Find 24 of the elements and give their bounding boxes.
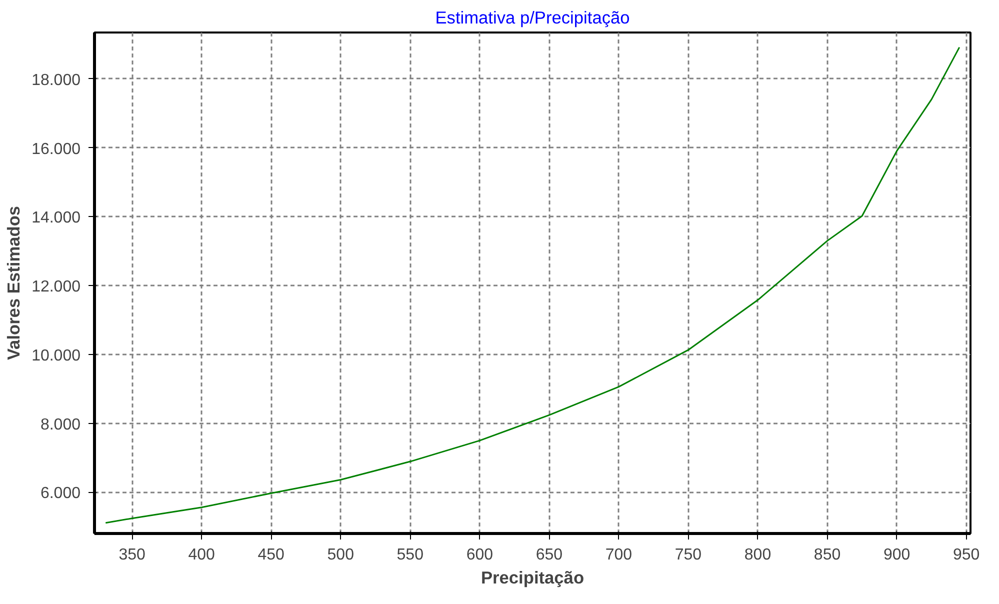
chart-title: Estimativa p/Precipitação [435, 8, 630, 28]
x-tick-label: 650 [536, 546, 563, 564]
x-tick-label: 500 [327, 546, 354, 564]
y-tick-label: 10.000 [32, 347, 81, 364]
x-axis-title: Precipitação [480, 568, 584, 588]
x-tick-label: 550 [396, 546, 424, 564]
x-tick-label: 600 [466, 546, 494, 564]
y-tick-label: 8.000 [40, 416, 81, 434]
x-tick-label: 450 [258, 546, 285, 564]
line-series [104, 46, 960, 524]
y-tick-label: 18.000 [32, 72, 81, 89]
x-tick-label: 400 [188, 546, 216, 564]
x-tick-label: 350 [118, 546, 146, 564]
x-tick-label: 900 [883, 546, 910, 564]
y-tick-label: 6.000 [40, 485, 81, 502]
x-tick-label: 850 [814, 546, 841, 564]
x-tick-label: 700 [605, 546, 632, 564]
x-tick-label: 750 [674, 546, 702, 564]
y-tick-label: 14.000 [32, 210, 81, 227]
y-tick-label: 12.000 [32, 278, 81, 296]
y-tick-label: 16.000 [32, 140, 81, 158]
x-tick-label: 950 [952, 546, 980, 564]
x-tick-label: 800 [744, 546, 772, 564]
y-axis-title: Valores Estimados [4, 206, 24, 360]
